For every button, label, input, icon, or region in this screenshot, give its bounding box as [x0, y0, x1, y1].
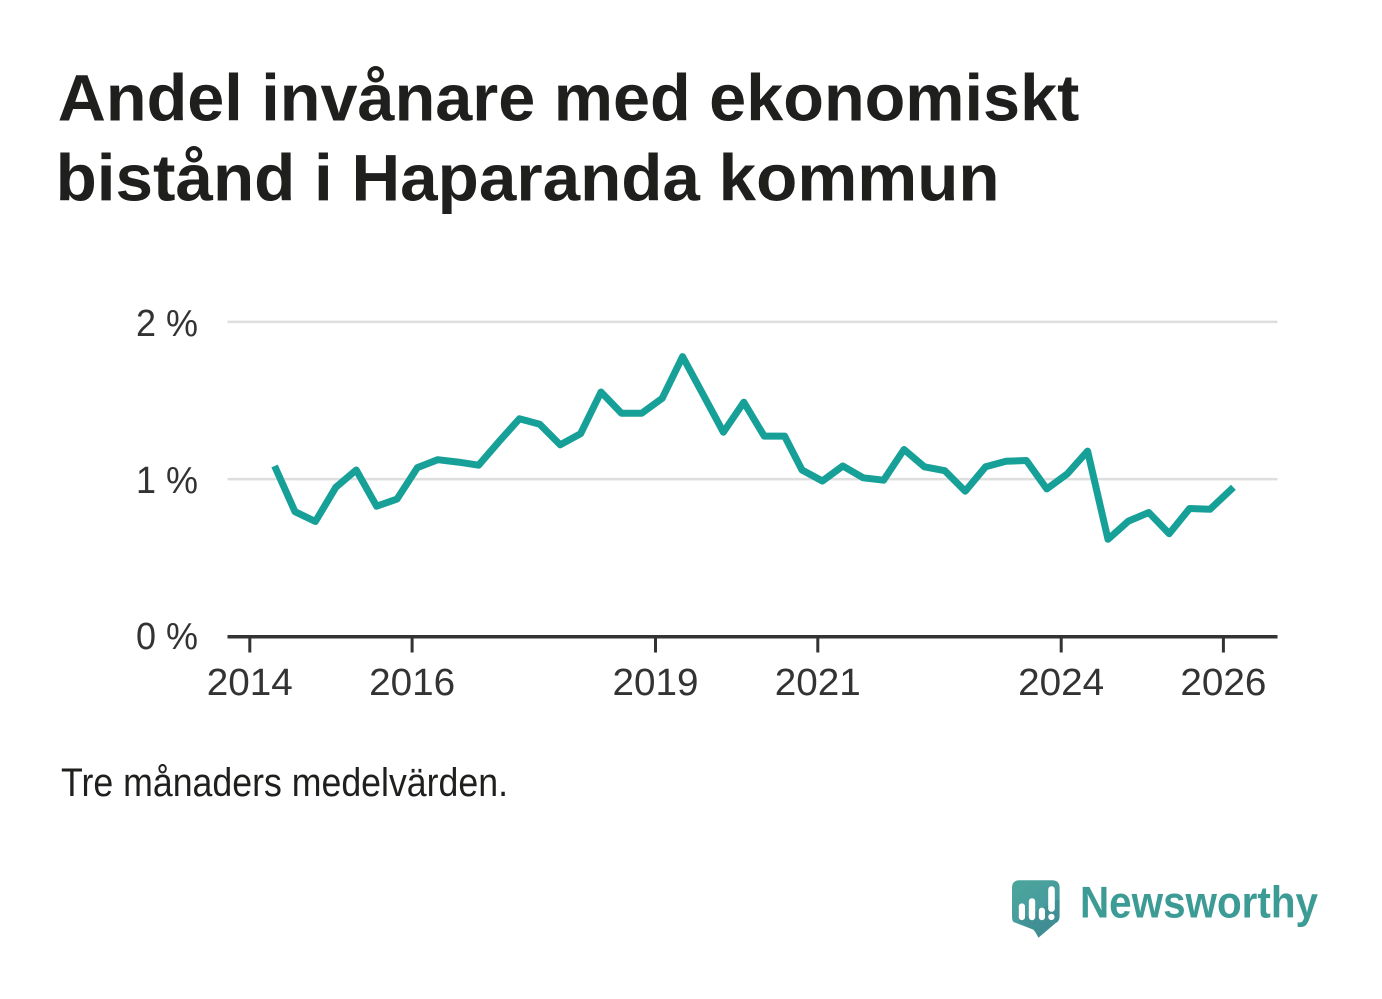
svg-text:0 %: 0 %: [136, 615, 198, 658]
svg-text:Tre månaders medelvärden.: Tre månaders medelvärden.: [61, 761, 508, 805]
svg-text:2019: 2019: [613, 661, 699, 704]
svg-text:1 %: 1 %: [136, 459, 198, 502]
svg-text:2026: 2026: [1180, 661, 1266, 704]
svg-text:2024: 2024: [1018, 661, 1104, 704]
svg-text:bistånd i Haparanda kommun: bistånd i Haparanda kommun: [56, 140, 1000, 214]
svg-text:Newsworthy: Newsworthy: [1080, 879, 1318, 928]
svg-text:2014: 2014: [207, 661, 293, 704]
svg-text:2016: 2016: [369, 661, 455, 704]
svg-text:2021: 2021: [775, 661, 861, 704]
svg-text:Andel invånare med ekonomiskt: Andel invånare med ekonomiskt: [58, 61, 1080, 135]
svg-text:2 %: 2 %: [136, 302, 198, 345]
